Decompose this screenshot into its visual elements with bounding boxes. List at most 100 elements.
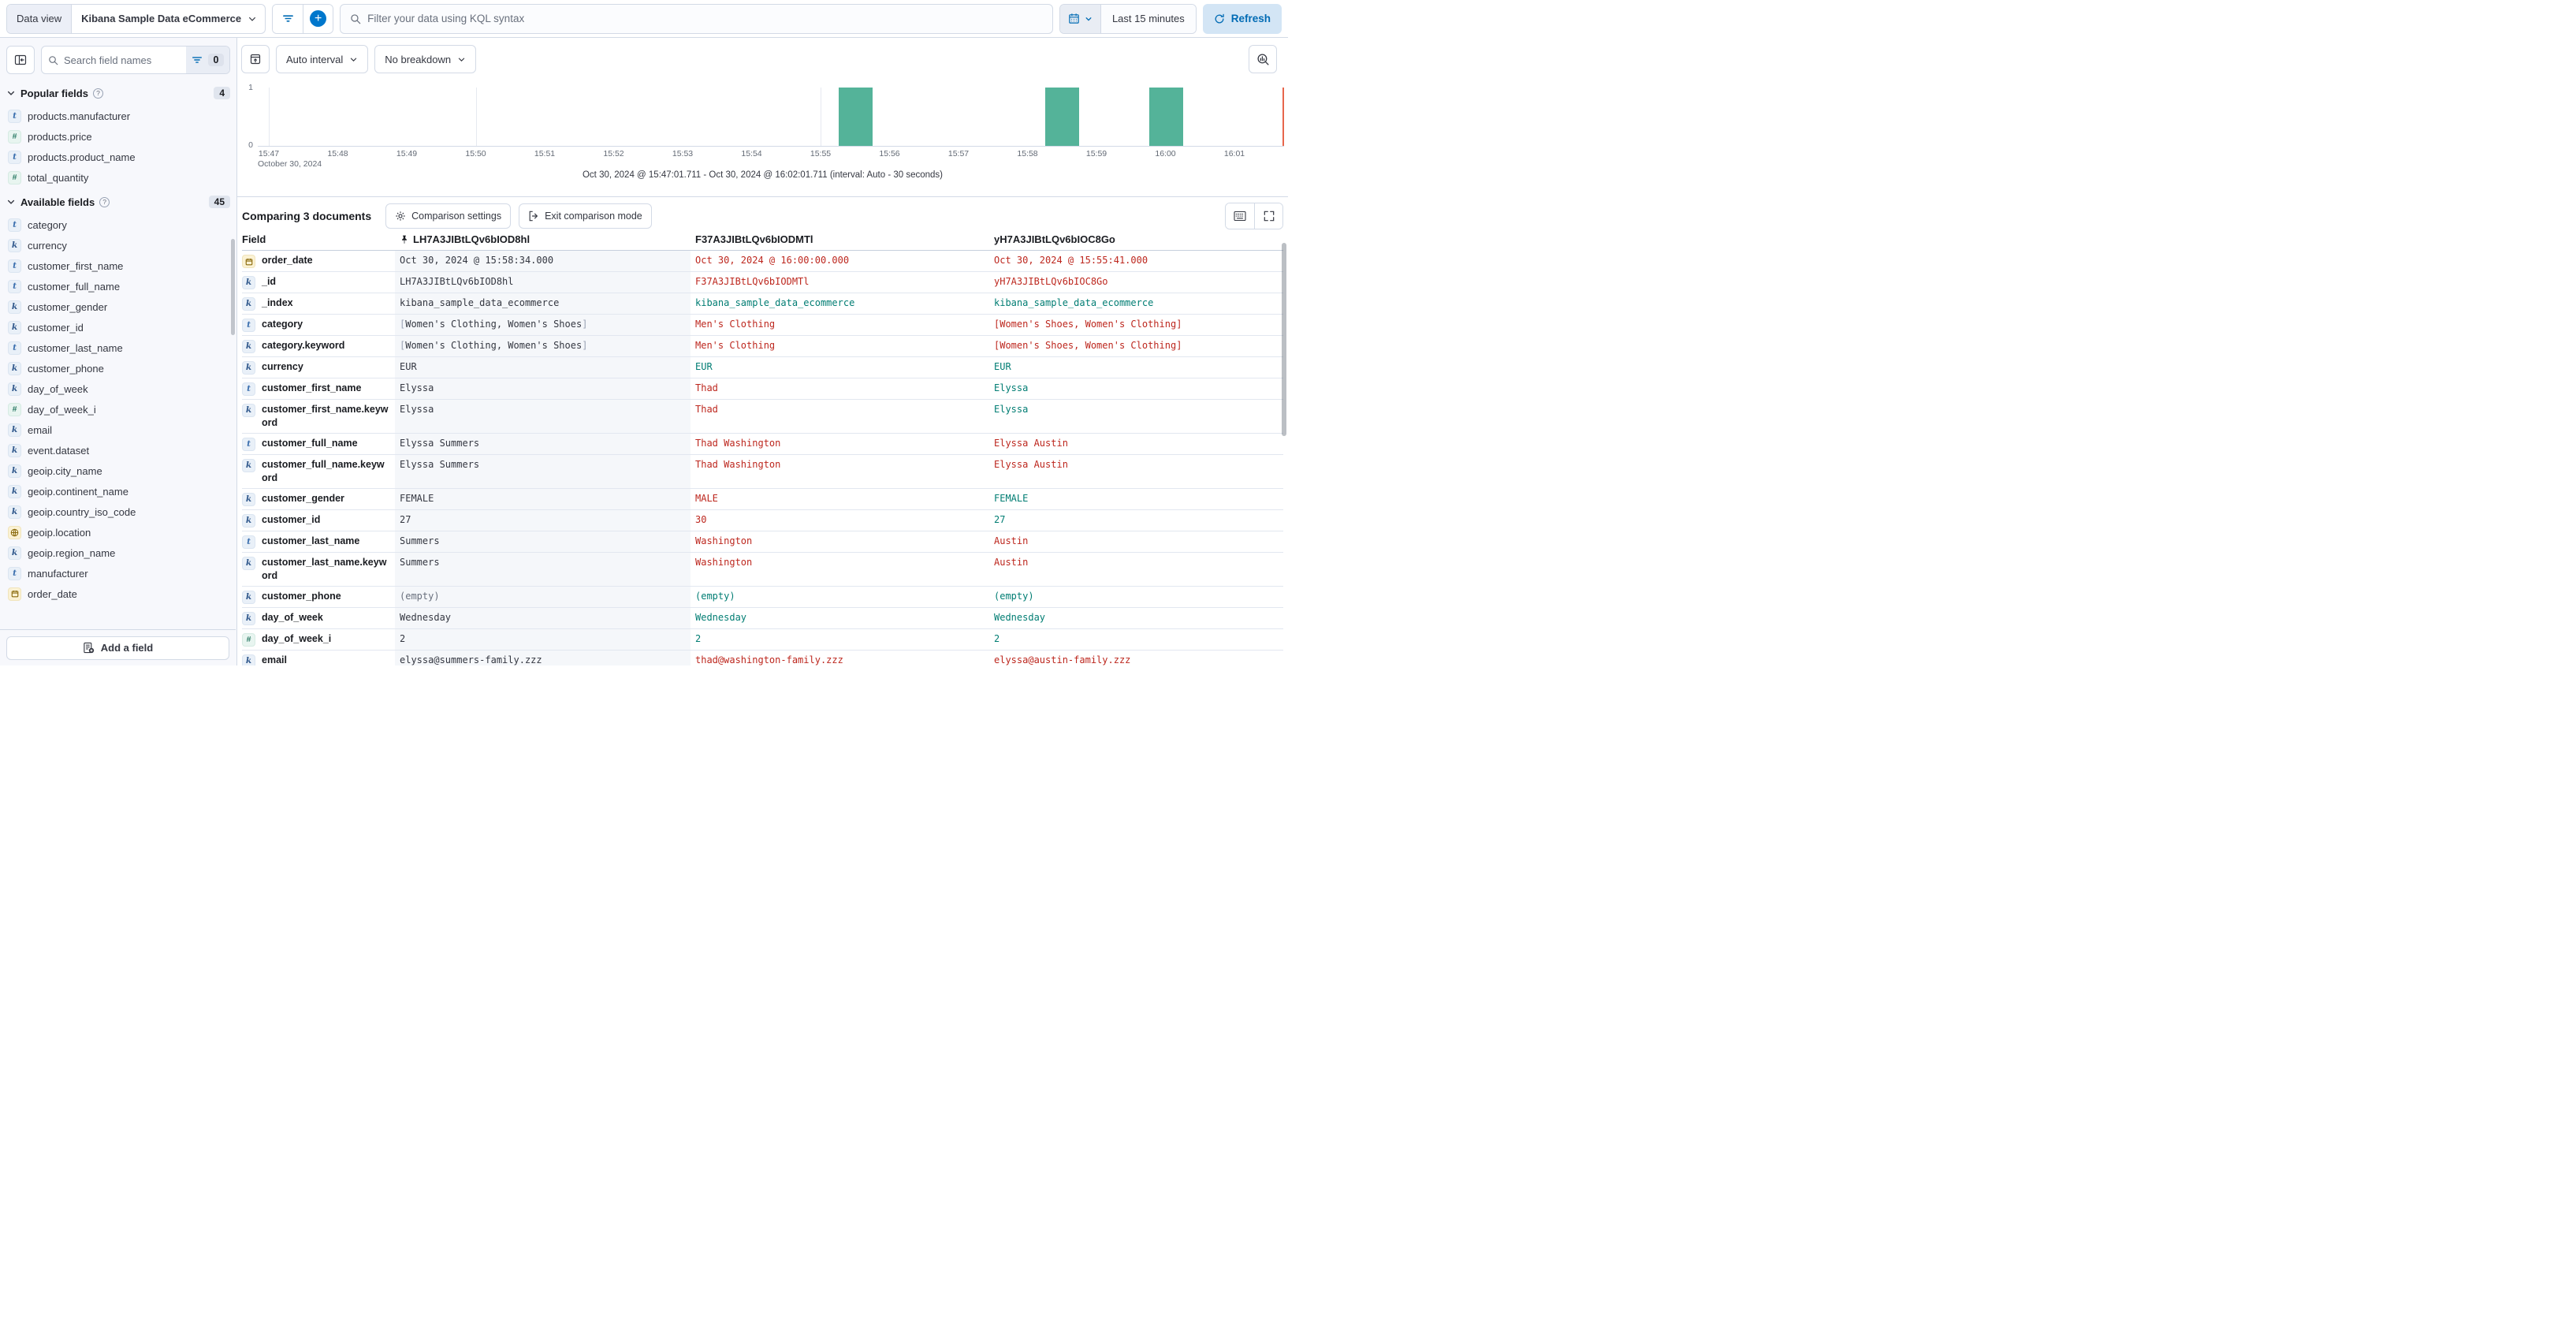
document-column-header[interactable]: F37A3JIBtLQv6bIODMTl — [691, 233, 989, 245]
field-name-cell: k customer_first_name.keyword — [242, 400, 395, 433]
sidebar-field-customer_last_name[interactable]: t customer_last_name — [0, 337, 236, 358]
kibana-discover-app: Data view Kibana Sample Data eCommerce +… — [0, 0, 1288, 666]
field-name-cell: k currency — [242, 357, 395, 378]
comparison-table-body: order_date Oct 30, 2024 @ 15:58:34.000 Oct… — [242, 251, 1283, 666]
chart-gridline — [475, 88, 477, 146]
sidebar-field-email[interactable]: k email — [0, 419, 236, 440]
histogram-bar-15:55:30[interactable] — [838, 88, 873, 146]
refresh-label: Refresh — [1230, 13, 1271, 24]
sidebar-field-customer_full_name[interactable]: t customer_full_name — [0, 276, 236, 296]
kql-search-input[interactable]: Filter your data using KQL syntax — [340, 3, 1053, 34]
document-column-header[interactable]: yH7A3JIBtLQv6bIOC8Go — [989, 233, 1283, 245]
collapse-panel-icon — [14, 54, 27, 66]
chevron-down-icon — [457, 55, 466, 64]
auto-interval-dropdown[interactable]: Auto interval — [276, 45, 369, 73]
sidebar-field-geoip.country_iso_code[interactable]: k geoip.country_iso_code — [0, 501, 236, 522]
date-picker-quick-menu[interactable] — [1059, 4, 1101, 33]
histogram-bar-16:00:00[interactable] — [1148, 88, 1183, 146]
sidebar-field-total_quantity[interactable]: # total_quantity — [0, 167, 236, 188]
number-field-icon: # — [8, 129, 21, 144]
data-view-value: Kibana Sample Data eCommerce — [81, 13, 242, 24]
sidebar-field-order_date[interactable]: order_date — [0, 583, 236, 604]
pinned-document-value: (empty) — [395, 587, 691, 607]
breakdown-label: No breakdown — [385, 53, 452, 65]
text-field-icon: t — [8, 566, 21, 580]
x-axis-tick-label: 15:56 — [879, 149, 900, 158]
sidebar-field-day_of_week[interactable]: k day_of_week — [0, 378, 236, 399]
differing-value: Thad — [695, 382, 718, 393]
sidebar-field-customer_id[interactable]: k customer_id — [0, 317, 236, 337]
sidebar-field-customer_phone[interactable]: k customer_phone — [0, 358, 236, 378]
sidebar-field-day_of_week_i[interactable]: # day_of_week_i — [0, 399, 236, 419]
x-axis-tick-label: 15:52 — [603, 149, 624, 158]
histogram-plot[interactable] — [258, 88, 1284, 146]
exit-icon — [528, 211, 539, 222]
text-field-icon: t — [8, 109, 21, 123]
sidebar-field-currency[interactable]: k currency — [0, 235, 236, 255]
time-range-button[interactable]: Last 15 minutes — [1100, 4, 1196, 33]
sidebar-field-manufacturer[interactable]: t manufacturer — [0, 563, 236, 583]
edit-visualization-button[interactable] — [1249, 45, 1277, 73]
fullscreen-button[interactable] — [1254, 203, 1282, 229]
sidebar-field-geoip.location[interactable]: geoip.location — [0, 522, 236, 542]
pinned-document-value: Elyssa Summers — [395, 455, 691, 488]
sidebar-field-event.dataset[interactable]: k event.dataset — [0, 440, 236, 460]
pinned-document-column-header[interactable]: LH7A3JIBtLQv6bIOD8hl — [395, 233, 691, 245]
comparison-row-currency: k currency EUR EUR EUR — [242, 357, 1283, 378]
field-search-input[interactable]: Search field names 0 — [41, 46, 230, 74]
keyboard-shortcuts-button[interactable] — [1226, 203, 1254, 229]
collapse-sidebar-button[interactable] — [6, 46, 35, 74]
field-name: category — [262, 319, 303, 330]
breakdown-dropdown[interactable]: No breakdown — [374, 45, 477, 73]
add-control-button[interactable]: + — [303, 4, 333, 33]
sidebar-field-geoip.city_name[interactable]: k geoip.city_name — [0, 460, 236, 481]
sidebar-field-category[interactable]: t category — [0, 214, 236, 235]
pinned-document-value: Summers — [395, 553, 691, 586]
table-scrollbar[interactable] — [1282, 243, 1286, 436]
matching-value: Wednesday — [695, 612, 747, 623]
data-view-label: Data view — [7, 4, 73, 33]
comparison-table: Field LH7A3JIBtLQv6bIOD8hl F37A3JIBtLQv6… — [242, 229, 1283, 666]
document-id: yH7A3JIBtLQv6bIOC8Go — [994, 233, 1115, 245]
sidebar-field-customer_first_name[interactable]: t customer_first_name — [0, 255, 236, 276]
sidebar-field-geoip.region_name[interactable]: k geoip.region_name — [0, 542, 236, 563]
comparison-row-category.keyword: k category.keyword [Women's Clothing, Wome… — [242, 336, 1283, 357]
field-filter-button[interactable]: 0 — [186, 47, 229, 73]
differing-value: 30 — [695, 514, 707, 525]
histogram-bar-15:58:30[interactable] — [1045, 88, 1080, 146]
data-view-picker[interactable]: Data view Kibana Sample Data eCommerce — [6, 3, 266, 34]
sidebar-field-products.manufacturer[interactable]: t products.manufacturer — [0, 106, 236, 126]
add-field-button[interactable]: Add a field — [6, 636, 229, 660]
field-name: customer_gender — [262, 493, 344, 504]
refresh-button[interactable]: Refresh — [1202, 3, 1282, 34]
number-field-icon: # — [8, 170, 21, 185]
differing-value: Washington — [695, 557, 753, 568]
sidebar-field-customer_gender[interactable]: k customer_gender — [0, 296, 236, 317]
sidebar-field-products.price[interactable]: # products.price — [0, 126, 236, 147]
field-search-placeholder: Search field names — [64, 54, 152, 66]
x-axis-tick-label: 15:57 — [947, 149, 970, 158]
available-fields-header[interactable]: Available fields ? 45 — [0, 189, 236, 211]
text-field-icon: t — [8, 259, 21, 273]
add-filter-button[interactable] — [273, 4, 303, 33]
keyword-field-icon: k — [8, 382, 21, 396]
field-name-label: geoip.location — [28, 526, 91, 539]
x-axis-tick-label: 15:49 — [396, 149, 418, 158]
field-name-cell: k customer_last_name.keyword — [242, 553, 395, 586]
field-name-label: geoip.country_iso_code — [28, 505, 136, 518]
comparison-settings-button[interactable]: Comparison settings — [385, 203, 512, 229]
field-name: customer_id — [262, 514, 321, 525]
comparison-row-customer_last_name.keyword: k customer_last_name.keyword Summers Washin… — [242, 553, 1283, 587]
matching-value: Wednesday — [994, 612, 1046, 623]
sidebar-field-products.product_name[interactable]: t products.product_name — [0, 147, 236, 167]
hide-chart-button[interactable] — [241, 45, 270, 73]
fullscreen-icon — [1264, 211, 1275, 222]
exit-comparison-button[interactable]: Exit comparison mode — [519, 203, 652, 229]
matching-value: EUR — [994, 361, 1011, 372]
popular-fields-header[interactable]: Popular fields ? 4 — [0, 80, 236, 103]
sidebar-scrollbar[interactable] — [231, 239, 235, 335]
pinned-document-value: EUR — [395, 357, 691, 378]
matching-value: 2 — [695, 633, 702, 644]
sidebar-field-geoip.continent_name[interactable]: k geoip.continent_name — [0, 481, 236, 501]
search-icon — [350, 13, 361, 24]
